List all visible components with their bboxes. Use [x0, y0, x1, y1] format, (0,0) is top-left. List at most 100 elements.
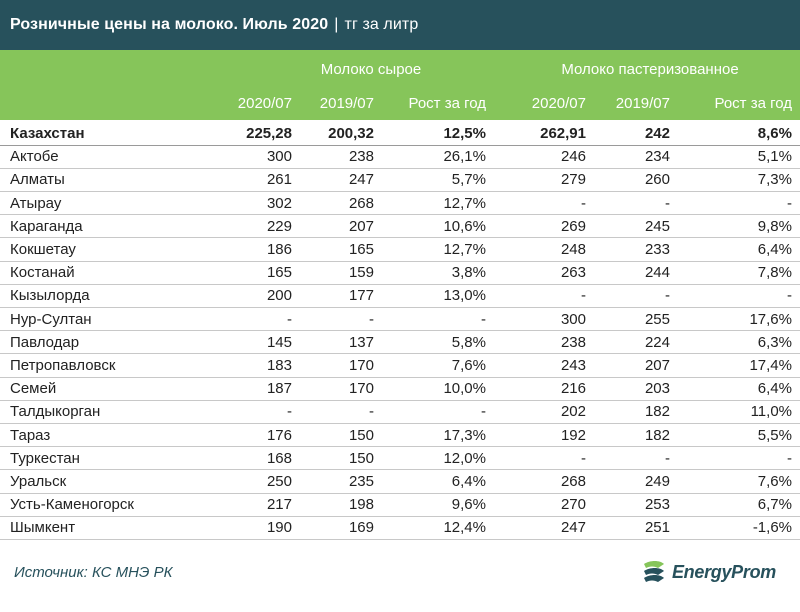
region-name: Петропавловск	[0, 353, 216, 378]
chart-title: Розничные цены на молоко. Июль 2020	[10, 16, 329, 33]
table-cell: 5,7%	[374, 168, 486, 193]
table-cell: -	[486, 284, 586, 309]
source-note: Источник: КС МНЭ РК	[14, 564, 173, 581]
table-cell: 177	[292, 284, 374, 309]
table-cell: 229	[216, 214, 292, 239]
table-cell: 13,0%	[374, 284, 486, 309]
table-cell: 183	[216, 353, 292, 378]
table-cell: 243	[486, 353, 586, 378]
table-row: Костанай 165 159 3,8% 263 244 7,8%	[0, 261, 800, 285]
table-cell: 176	[216, 423, 292, 448]
table-cell: 6,7%	[670, 493, 800, 517]
table-cell: 10,0%	[374, 377, 486, 401]
table-cell: 192	[486, 423, 586, 448]
table-cell: 12,7%	[374, 191, 486, 216]
region-name: Талдыкорган	[0, 400, 216, 424]
region-name: Шымкент	[0, 516, 216, 540]
region-name: Кокшетау	[0, 237, 216, 262]
brand-name: EnergyProm	[671, 561, 776, 582]
table-cell: 169	[292, 516, 374, 540]
table-cell: 6,4%	[374, 469, 486, 494]
table-cell: -	[486, 446, 586, 471]
unit-label: тг за литр	[344, 16, 419, 33]
table-row: Тараз 176 150 17,3% 192 182 5,5%	[0, 423, 800, 448]
column-header: Рост за год	[408, 95, 486, 112]
table-cell: 255	[586, 307, 670, 332]
table-cell: 3,8%	[374, 261, 486, 285]
table-cell: 251	[586, 516, 670, 540]
table-cell: 247	[292, 168, 374, 193]
table-cell: 145	[216, 330, 292, 355]
table-cell: 7,6%	[374, 353, 486, 378]
table-cell: 17,4%	[670, 353, 800, 378]
table-cell: 11,0%	[670, 400, 800, 424]
table-cell: 170	[292, 353, 374, 378]
table-cell: 7,6%	[670, 469, 800, 494]
region-name: Усть-Каменогорск	[0, 493, 216, 517]
table-row: Талдыкорган - - -202 182 11,0%	[0, 400, 800, 424]
table-cell: 12,7%	[374, 237, 486, 262]
region-name: Караганда	[0, 214, 216, 239]
table-cell: 26,1%	[374, 145, 486, 169]
table-row: Шымкент 190 169 12,4% 247 251 -1,6%	[0, 516, 800, 540]
table-cell: 225,28	[216, 122, 292, 146]
table-cell: -	[586, 446, 670, 471]
table-cell: 150	[292, 423, 374, 448]
table-cell: 165	[292, 237, 374, 262]
region-name: Казахстан	[0, 122, 216, 146]
region-name: Кызылорда	[0, 284, 216, 309]
table-cell: -	[670, 446, 800, 471]
table-cell: 17,6%	[670, 307, 800, 332]
column-header: Рост за год	[714, 95, 792, 112]
table-cell: 246	[486, 145, 586, 169]
table-cell: 217	[216, 493, 292, 517]
column-header: 2019/07	[615, 95, 670, 112]
table-cell: 200	[216, 284, 292, 309]
table-cell: 8,6%	[670, 122, 800, 146]
table-cell: 170	[292, 377, 374, 401]
table-cell: 245	[586, 214, 670, 239]
table-cell: 187	[216, 377, 292, 401]
column-header: 2020/07	[531, 95, 586, 112]
table-cell: 262,91	[486, 122, 586, 146]
table-cell: 279	[486, 168, 586, 193]
table-cell: 7,3%	[670, 168, 800, 193]
column-header: 2020/07	[237, 95, 292, 112]
table-row: Усть-Каменогорск 217 198 9,6% 270 253 6,7%	[0, 493, 800, 517]
table-cell: -	[292, 307, 374, 332]
table-cell: 260	[586, 168, 670, 193]
region-name: Алматы	[0, 168, 216, 193]
table-cell: -	[292, 400, 374, 424]
table-row: Туркестан 168 150 12,0% - - -	[0, 446, 800, 471]
table-body: Казахстан 225,28 200,32 12,5% 262,91 242 8,6% А…	[0, 122, 800, 540]
table-cell: 207	[586, 353, 670, 378]
table-cell: 150	[292, 446, 374, 471]
price-table: Казахстан 225,28 200,32 12,5% 262,91 242 8,6% А…	[0, 122, 800, 540]
table-row: Уральск 250 235 6,4% 268 249 7,6%	[0, 469, 800, 494]
table-cell: 270	[486, 493, 586, 517]
table-cell: 268	[486, 469, 586, 494]
region-name: Актобе	[0, 145, 216, 169]
table-row: Кокшетау 186 165 12,7% 248 233 6,4%	[0, 237, 800, 262]
energyprom-logo-icon	[643, 561, 664, 582]
table-cell: 159	[292, 261, 374, 285]
table-cell: -1,6%	[670, 516, 800, 540]
table-cell: 5,1%	[670, 145, 800, 169]
table-cell: 137	[292, 330, 374, 355]
table-cell: 200,32	[292, 122, 374, 146]
table-cell: 263	[486, 261, 586, 285]
table-header: Молоко сырое Молоко пастеризованное 2020…	[0, 50, 800, 120]
table-cell: -	[670, 191, 800, 216]
table-cell: -	[374, 307, 486, 332]
table-cell: 224	[586, 330, 670, 355]
table-cell: 6,3%	[670, 330, 800, 355]
table-cell: 216	[486, 377, 586, 401]
table-cell: 233	[586, 237, 670, 262]
table-row: Алматы 261 247 5,7% 279 260 7,3%	[0, 168, 800, 193]
table-cell: 165	[216, 261, 292, 285]
table-cell: 238	[486, 330, 586, 355]
table-cell: 234	[586, 145, 670, 169]
region-name: Нур-Султан	[0, 307, 216, 332]
table-cell: 261	[216, 168, 292, 193]
region-name: Семей	[0, 377, 216, 401]
